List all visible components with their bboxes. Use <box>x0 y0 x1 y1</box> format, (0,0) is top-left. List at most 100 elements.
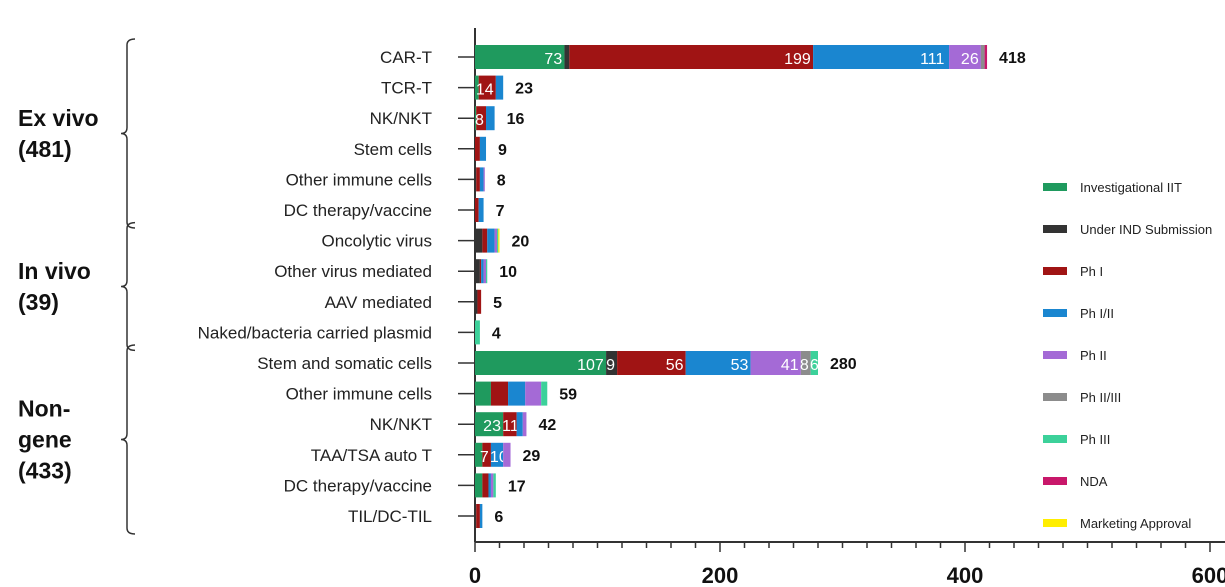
segment-value-label: 73 <box>544 51 562 68</box>
category-label: NK/NKT <box>370 415 432 434</box>
category-label: DC therapy/vaccine <box>284 476 432 495</box>
bar-segment-ph-i-ii <box>495 75 504 100</box>
bar-segment-ph-i <box>476 167 480 192</box>
category-label: TIL/DC-TIL <box>348 507 432 526</box>
bar-segment-under-ind-submission <box>564 45 570 69</box>
legend-swatch <box>1043 351 1067 359</box>
bar-segment-ph-ii <box>525 381 542 406</box>
group-count: (433) <box>18 458 72 484</box>
bar-segment-ph-i <box>490 381 509 406</box>
segment-value-label: 14 <box>476 82 494 99</box>
segment-value-label: 41 <box>781 357 799 374</box>
bar-segment-marketing-approval <box>498 228 500 253</box>
legend-swatch <box>1043 519 1067 527</box>
segment-value-label: 107 <box>577 357 604 374</box>
group-bracket <box>120 38 136 229</box>
bar-segment-ph-i-ii <box>516 412 523 437</box>
bar-segment-ph-ii <box>490 473 494 498</box>
bar-segment-ph-i-ii <box>479 167 484 192</box>
bar-segment-ph-ii-iii <box>800 351 811 375</box>
bar-segment-ph-ii <box>503 442 511 467</box>
segment-value-label: 56 <box>666 357 684 374</box>
bar-segment-ph-ii <box>483 259 487 284</box>
segment-value-label: 8 <box>800 357 809 374</box>
bar-segment-ph-ii <box>483 167 485 192</box>
bar-segment-ph-i <box>475 136 480 161</box>
segment-value-label: 199 <box>784 51 811 68</box>
total-label: 9 <box>498 142 507 159</box>
group-count: (39) <box>18 289 59 315</box>
legend-label: Investigational IIT <box>1080 180 1182 195</box>
bar-segment-under-ind-submission <box>475 167 477 192</box>
bar-segment-ph-iii <box>497 228 499 253</box>
bar-segment-ph-i <box>503 412 517 437</box>
bar-segment-ph-ii <box>522 412 527 437</box>
bar-segment-ph-i-ii <box>685 351 751 375</box>
legend-label: Ph III <box>1080 432 1110 447</box>
category-label: AAV mediated <box>325 293 432 312</box>
segment-value-label: 111 <box>920 51 944 68</box>
total-label: 6 <box>494 509 503 526</box>
legend-swatch <box>1043 267 1067 275</box>
bar-segment-ph-i <box>475 198 479 222</box>
bar-segment-ph-i-ii <box>508 381 526 406</box>
segment-value-label: 26 <box>961 51 979 68</box>
segment-value-label: 7 <box>480 449 489 466</box>
category-label: DC therapy/vaccine <box>284 201 432 220</box>
legend-swatch <box>1043 309 1067 317</box>
legend-label: Ph I/II <box>1080 306 1114 321</box>
legend-label: Under IND Submission <box>1080 222 1212 237</box>
segment-value-label: 9 <box>606 357 615 374</box>
category-label: Other virus mediated <box>274 262 432 281</box>
group-label: In vivo <box>18 258 91 284</box>
bar-segment-ph-i <box>569 45 814 69</box>
bar-segment-ph-i <box>478 75 496 100</box>
group-label: Non- <box>18 396 70 422</box>
bar-segment-ph-i <box>482 228 488 253</box>
bar-segment-ph-i-ii <box>479 504 483 528</box>
bar-segment-ph-i <box>477 289 482 314</box>
total-label: 10 <box>499 264 517 281</box>
category-label: TCR-T <box>381 79 432 98</box>
total-label: 418 <box>999 50 1026 67</box>
bar-segment-ph-iii <box>493 473 496 498</box>
bar-segment-investigational-iit <box>475 381 491 406</box>
total-label: 7 <box>496 203 505 220</box>
bar-segment-ph-ii <box>750 351 801 375</box>
segment-value-label: 6 <box>810 357 819 374</box>
category-label: Stem and somatic cells <box>257 354 432 373</box>
bar-segment-ph-i-ii <box>486 106 495 131</box>
bar-segment-ph-iii <box>475 320 480 345</box>
legend-label: Ph II/III <box>1080 390 1121 405</box>
bar-segment-investigational-iit <box>475 412 504 437</box>
bar-segment-ph-i-ii <box>478 198 484 222</box>
total-label: 4 <box>492 325 501 342</box>
group-bracket <box>120 221 136 352</box>
bar-segment-investigational-iit <box>475 473 483 498</box>
bar-segment-investigational-iit <box>475 351 607 375</box>
category-label: TAA/TSA auto T <box>311 446 432 465</box>
bar-segment-ph-i-ii <box>487 228 495 253</box>
bar-segment-ph-i <box>476 504 480 528</box>
bar-segment-ph-ii-iii <box>980 45 985 69</box>
bar-segment-ph-i <box>482 473 489 498</box>
x-tick-label: 400 <box>947 563 984 587</box>
legend-label: Ph II <box>1080 348 1107 363</box>
category-label: Stem cells <box>354 140 432 159</box>
bar-segment-under-ind-submission <box>475 259 480 284</box>
category-label: Other immune cells <box>286 170 432 189</box>
bar-segment-under-ind-submission <box>475 289 478 314</box>
total-label: 16 <box>507 111 525 128</box>
legend-swatch <box>1043 183 1067 191</box>
total-label: 5 <box>493 295 502 312</box>
total-label: 59 <box>559 387 577 404</box>
x-tick-label: 600 <box>1192 563 1225 587</box>
legend-label: NDA <box>1080 474 1108 489</box>
bar-segment-ph-iii <box>541 381 548 406</box>
group-label: Ex vivo <box>18 105 99 131</box>
total-label: 20 <box>512 234 530 251</box>
bar-segment-ph-i-ii <box>488 473 491 498</box>
category-label: NK/NKT <box>370 109 432 128</box>
category-label: Other immune cells <box>286 385 432 404</box>
bar-segment-ph-i-ii <box>479 136 487 161</box>
